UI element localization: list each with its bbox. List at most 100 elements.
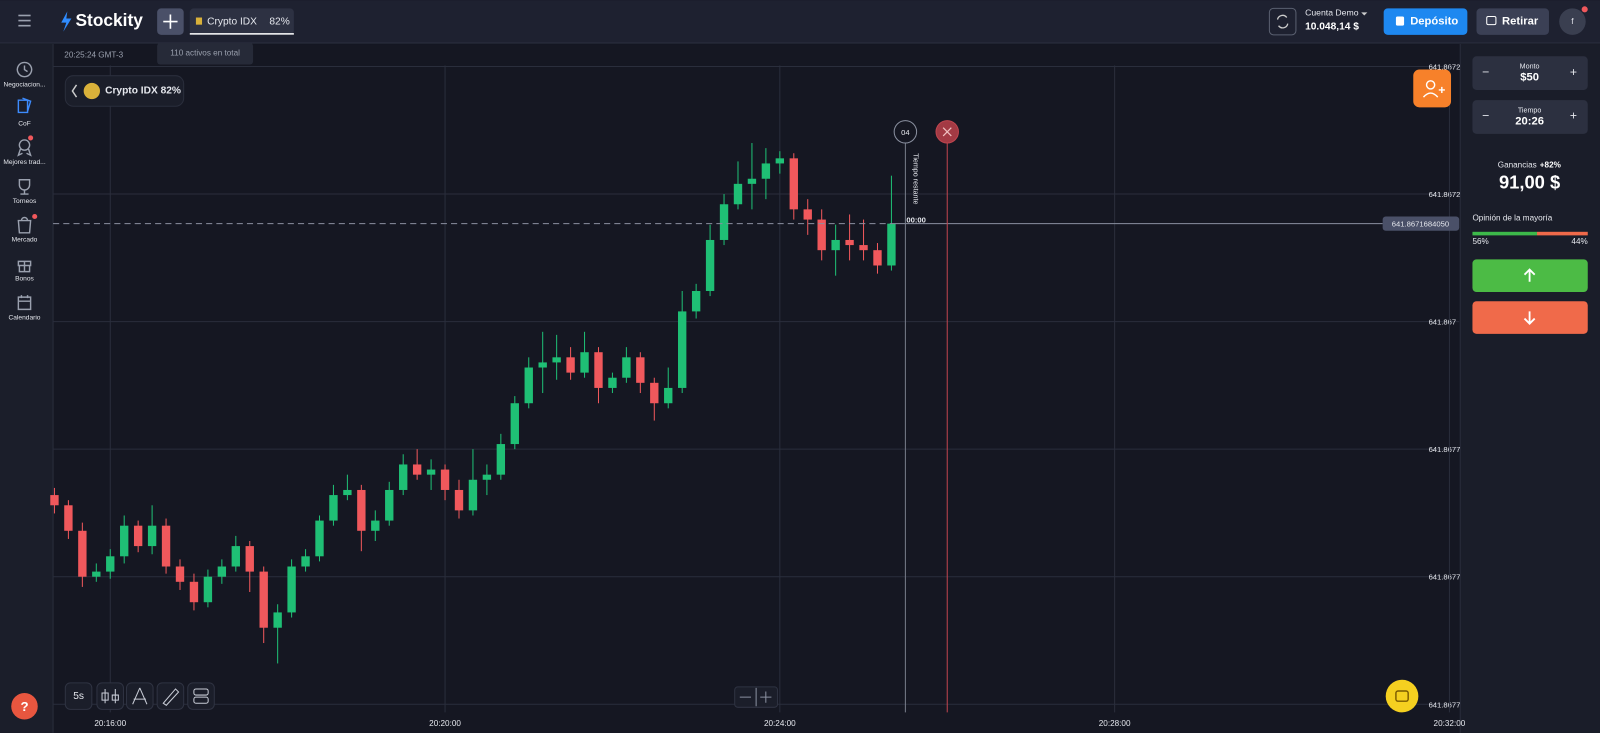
time-input[interactable]: [1472, 100, 1588, 134]
candle-body: [636, 357, 645, 383]
help-button[interactable]: [11, 693, 38, 720]
candle-body: [845, 239, 854, 246]
candle-body: [440, 469, 450, 490]
timer: 00:00: [906, 216, 926, 225]
menu-button[interactable]: [18, 14, 31, 27]
chest-button[interactable]: [1385, 679, 1419, 713]
sidebar-icon: [17, 295, 32, 311]
candle-body: [189, 581, 199, 603]
sidebar-label[interactable]: Bonos: [15, 275, 34, 282]
deposit-label: Depósito: [1410, 16, 1458, 28]
candle-body: [426, 469, 436, 475]
sidebar-icon: [17, 260, 32, 273]
candle-body: [399, 464, 408, 490]
candle-body: [385, 489, 394, 521]
candle-body: [803, 209, 812, 220]
sidebar-icon: [18, 179, 31, 195]
candle-body: [566, 357, 575, 373]
majority-segment: [1472, 231, 1538, 236]
increase-button[interactable]: +: [1570, 65, 1577, 79]
sidebar-label[interactable]: CoF: [18, 120, 31, 127]
y-tick-label: 641.8677: [1429, 700, 1461, 709]
x-tick-label: 20:32:00: [1434, 719, 1466, 728]
price-tag: [1382, 216, 1460, 231]
decrease-button[interactable]: −: [1482, 109, 1489, 123]
sidebar-icon: [17, 139, 32, 157]
candle-body: [761, 163, 771, 179]
candle-body: [608, 377, 617, 388]
decrease-button[interactable]: −: [1482, 65, 1489, 79]
candle-body: [691, 290, 701, 312]
tooltip: [157, 43, 254, 65]
sidebar-label[interactable]: Calendario: [8, 314, 40, 321]
withdraw-button[interactable]: [1476, 8, 1549, 35]
sidebar-menu: Negociacion... CoF Mejores trad... Torneos M…: [3, 61, 46, 321]
amount-input[interactable]: [1472, 56, 1588, 90]
asset-chip[interactable]: [64, 75, 185, 107]
trade-panel: [1460, 44, 1600, 733]
clock: 20:25:24 GMT-3: [64, 50, 123, 59]
candle-body: [510, 403, 519, 445]
candle-body: [831, 239, 840, 251]
candle-body: [315, 520, 324, 557]
tooltip-text: 110 activos en total: [170, 48, 240, 57]
candle-body: [133, 525, 143, 547]
drawing-button[interactable]: [156, 682, 185, 710]
timeframe-button[interactable]: [64, 682, 93, 710]
asset-name: Crypto IDX: [207, 16, 257, 27]
notification-dot: [32, 213, 38, 220]
chest-icon: [1395, 690, 1409, 702]
toolbar: 5s: [64, 682, 779, 710]
chart-area: [53, 44, 1460, 733]
chart-type-button[interactable]: [96, 682, 124, 710]
indicators-button[interactable]: [126, 682, 154, 710]
refresh-button[interactable]: [1268, 7, 1297, 36]
refresh-icon: [1276, 14, 1289, 29]
profit: 91,00 $: [1499, 172, 1560, 193]
sidebar-icon: [17, 216, 32, 234]
candle-body: [580, 352, 589, 373]
asset-chip-label: Crypto IDX 82%: [105, 86, 181, 97]
asset-payout: 82%: [269, 16, 289, 27]
countdown: 04: [901, 128, 910, 137]
account-type[interactable]: Cuenta Demo: [1305, 8, 1359, 18]
candle-body: [273, 612, 282, 628]
asset-tab[interactable]: [189, 8, 294, 35]
zoom-icons: [739, 687, 772, 707]
layout-icon: [193, 696, 209, 704]
candle-body: [147, 525, 157, 547]
x-tick-label: 20:16:00: [94, 719, 126, 728]
x-tick-label: 20:24:00: [764, 719, 796, 728]
candle-body: [301, 556, 310, 567]
expiry-icon: [942, 127, 952, 137]
y-tick-label: 641.8677: [1429, 573, 1461, 582]
social-icon: [1422, 86, 1445, 98]
notification-dot: [28, 135, 34, 141]
help-icon: ?: [20, 699, 28, 714]
sidebar-label[interactable]: Torneos: [13, 198, 37, 205]
avatar[interactable]: [1559, 8, 1586, 35]
candle-body: [329, 495, 338, 521]
sidebar-icon: [17, 97, 32, 114]
profit-rate: +82%: [1540, 161, 1562, 170]
time-label: Tiempo: [1518, 106, 1542, 114]
layout-button[interactable]: [187, 682, 215, 710]
candle-body: [245, 546, 254, 572]
candle-body: [371, 520, 380, 531]
candle-body: [678, 311, 687, 388]
increase-button[interactable]: +: [1570, 109, 1577, 123]
candle-body: [552, 357, 561, 363]
withdraw-label: Retirar: [1502, 16, 1539, 28]
sidebar-label[interactable]: Mercado: [12, 237, 38, 244]
candle-body: [775, 158, 785, 164]
layout-icon: [193, 688, 209, 696]
deposit-button[interactable]: [1383, 8, 1468, 35]
back-icon: [71, 84, 78, 98]
candle-body: [287, 566, 296, 613]
candle-body: [873, 250, 882, 266]
chart-type-icon: [101, 688, 119, 704]
sidebar-label[interactable]: Negociacion...: [3, 82, 45, 89]
sidebar-label[interactable]: Mejores trad...: [3, 159, 46, 166]
remaining-label: Tiempo restante: [912, 153, 920, 204]
candle-body: [412, 464, 422, 475]
